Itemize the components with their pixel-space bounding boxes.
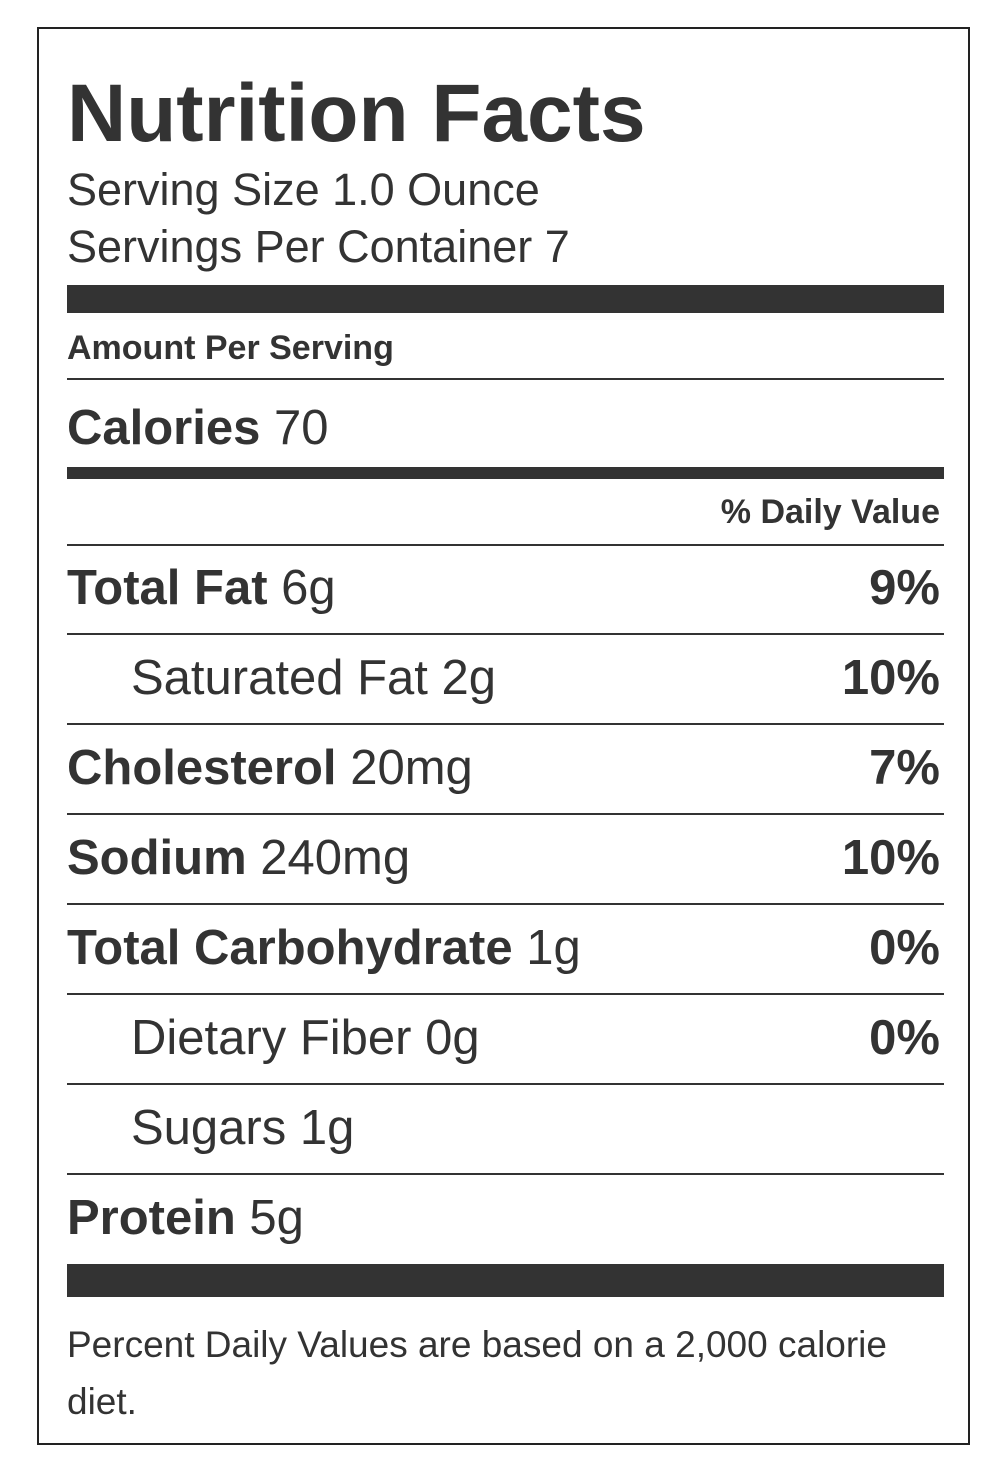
divider — [67, 723, 944, 725]
nutrient-amount: 2g — [441, 651, 497, 705]
nutrient-amount: 1g — [299, 1101, 355, 1155]
nutrient-row: Dietary Fiber 0g — [131, 1014, 480, 1063]
nutrient-name: Sugars — [131, 1101, 287, 1155]
nutrient-name: Total Carbohydrate — [67, 921, 513, 975]
nutrient-name: Saturated Fat — [131, 651, 428, 705]
divider — [67, 1083, 944, 1085]
divider — [67, 1173, 944, 1175]
nutrient-row: Total Carbohydrate 1g — [67, 924, 581, 973]
nutrient-dv: 9% — [869, 561, 940, 615]
amount-per-serving: Amount Per Serving — [67, 329, 394, 367]
nutrient-name: Cholesterol — [67, 741, 337, 795]
thick-bar — [67, 1264, 944, 1297]
nutrition-label: Nutrition Facts Serving Size 1.0 Ounce S… — [37, 27, 970, 1445]
medium-bar — [67, 467, 944, 479]
divider — [67, 633, 944, 635]
daily-value-header: % Daily Value — [720, 493, 940, 531]
divider — [67, 544, 944, 546]
serving-size: Serving Size 1.0 Ounce — [67, 164, 540, 215]
nutrient-name: Dietary Fiber — [131, 1011, 412, 1065]
nutrient-row: Total Fat 6g — [67, 564, 336, 613]
footnote: Percent Daily Values are based on a 2,00… — [67, 1324, 887, 1422]
nutrient-dv: 10% — [841, 831, 940, 885]
calories-value: 70 — [274, 401, 329, 455]
nutrient-name: Protein — [67, 1191, 236, 1245]
calories-row: Calories 70 — [67, 404, 329, 453]
nutrient-dv: 0% — [869, 921, 940, 975]
divider — [67, 813, 944, 815]
nutrient-row: Saturated Fat 2g — [131, 654, 496, 703]
servings-per-container: Servings Per Container 7 — [67, 221, 570, 272]
nutrient-amount: 1g — [526, 921, 581, 975]
thick-bar — [67, 285, 944, 313]
divider — [67, 378, 944, 380]
calories-label: Calories — [67, 401, 261, 455]
nutrient-dv: 7% — [869, 741, 940, 795]
nutrient-name: Total Fat — [67, 561, 268, 615]
nutrient-amount: 5g — [249, 1191, 304, 1245]
title: Nutrition Facts — [67, 68, 646, 159]
nutrient-amount: 0g — [425, 1011, 480, 1065]
nutrient-amount: 20mg — [350, 741, 473, 795]
nutrient-dv: 0% — [869, 1011, 940, 1065]
nutrient-amount: 240mg — [260, 831, 411, 885]
divider — [67, 903, 944, 905]
nutrient-row: Sugars 1g — [131, 1104, 354, 1153]
divider — [67, 993, 944, 995]
nutrient-amount: 6g — [281, 561, 336, 615]
nutrient-row: Cholesterol 20mg — [67, 744, 473, 793]
nutrient-row: Sodium 240mg — [67, 834, 410, 883]
nutrient-row: Protein 5g — [67, 1194, 304, 1243]
nutrient-dv: 10% — [841, 651, 940, 705]
nutrient-name: Sodium — [67, 831, 247, 885]
